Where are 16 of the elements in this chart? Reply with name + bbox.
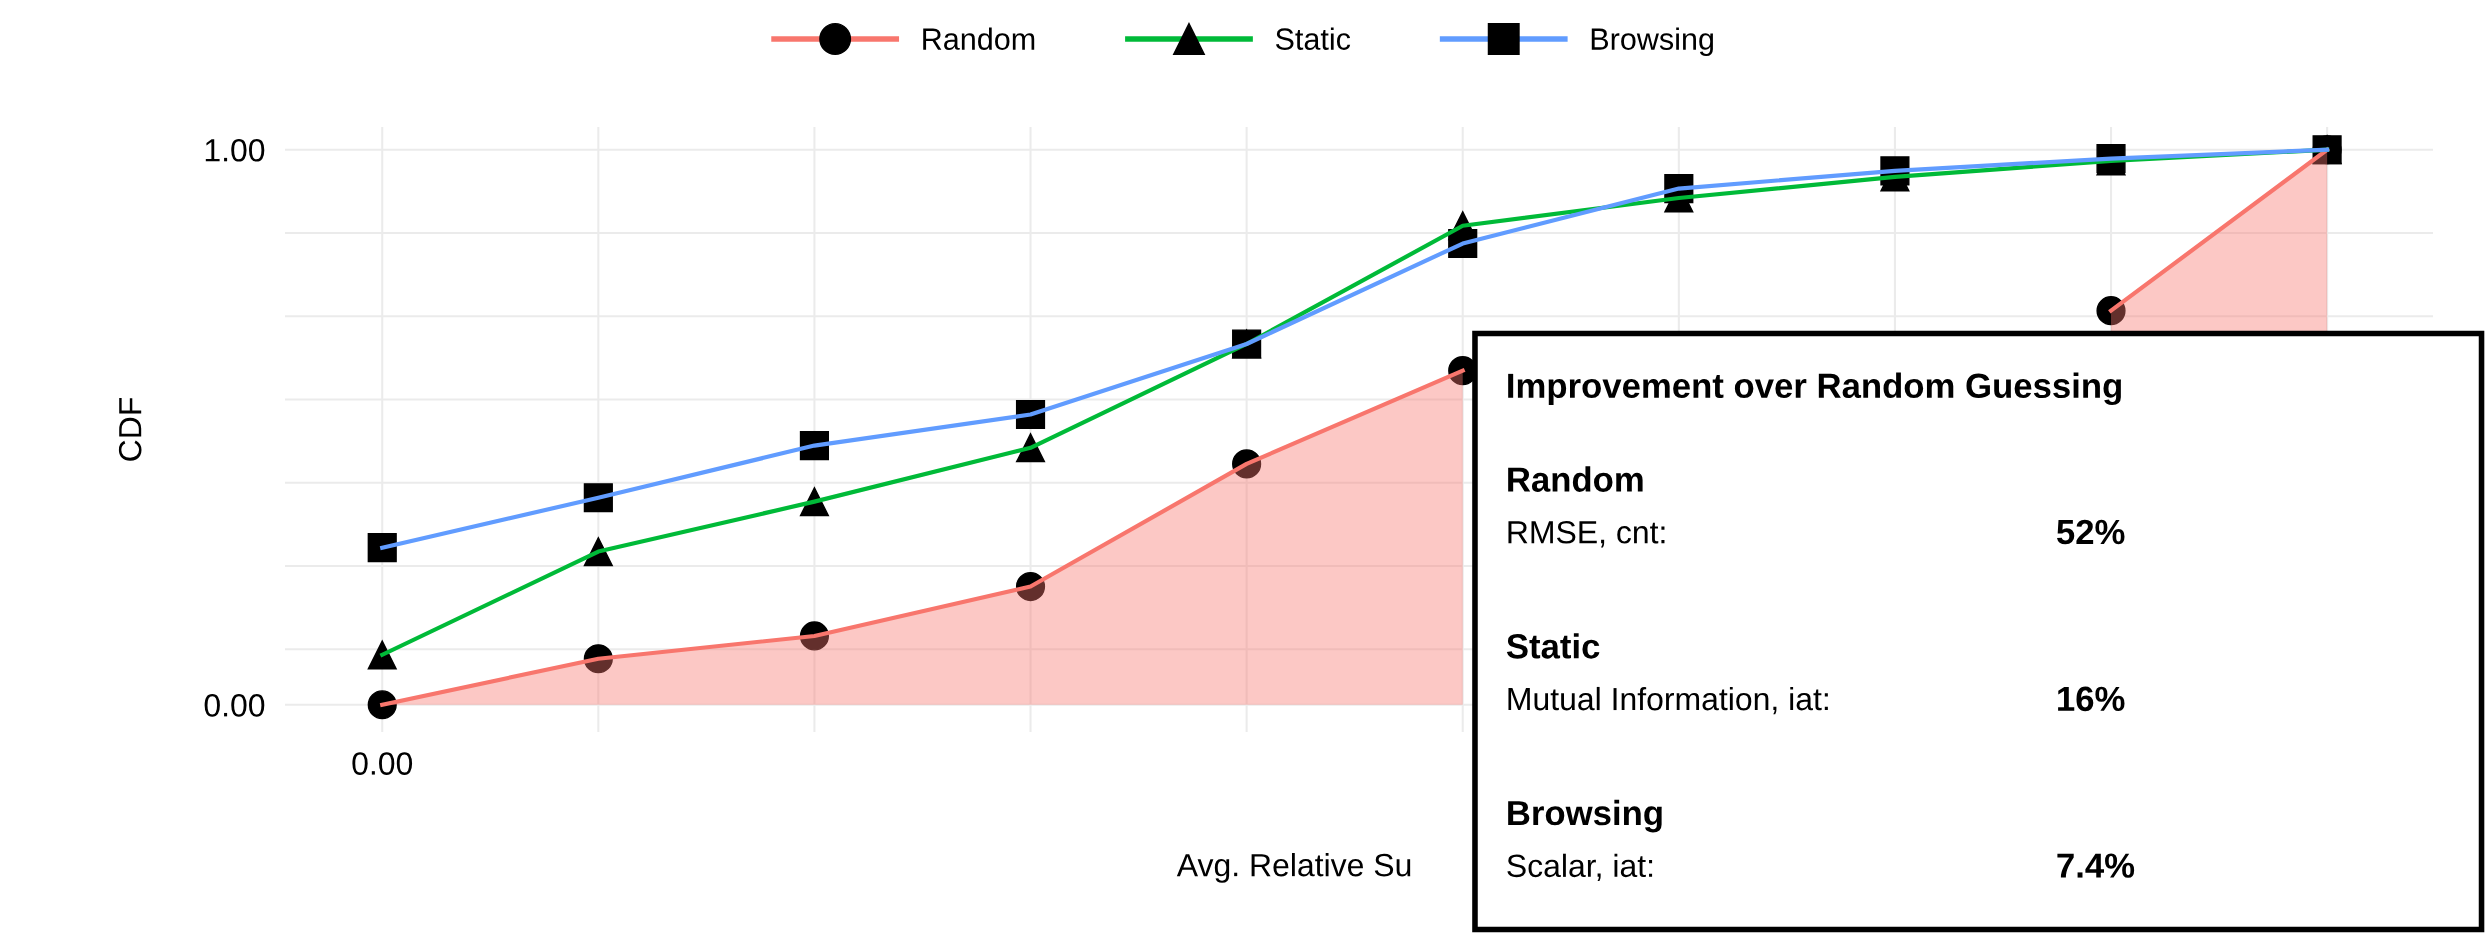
annotation: Mutual Information, iat: bbox=[1508, 686, 1828, 715]
text: 7.4% bbox=[2057, 853, 2135, 878]
x-axis-title: Avg. Relative Su bbox=[1176, 852, 1411, 883]
annotation: Improvement over Random Guessing bbox=[1508, 372, 2121, 406]
annotation: 16% bbox=[2058, 686, 2125, 712]
legend-label: Browsing bbox=[1591, 27, 1713, 56]
y-tick-label: 1.00 bbox=[205, 138, 265, 162]
annotation: Random bbox=[1508, 466, 1643, 492]
y-axis-title: CDF bbox=[118, 397, 142, 461]
annotation: 52% bbox=[2056, 519, 2125, 545]
text: Browsing bbox=[1508, 799, 1662, 833]
text: Scalar, iat: bbox=[1507, 853, 1653, 881]
legend-label: Random bbox=[923, 27, 1035, 50]
annotation: RMSE, cnt: bbox=[1508, 520, 1665, 548]
annotation: Static bbox=[1506, 633, 1600, 659]
legend-label: Static bbox=[1275, 27, 1351, 50]
